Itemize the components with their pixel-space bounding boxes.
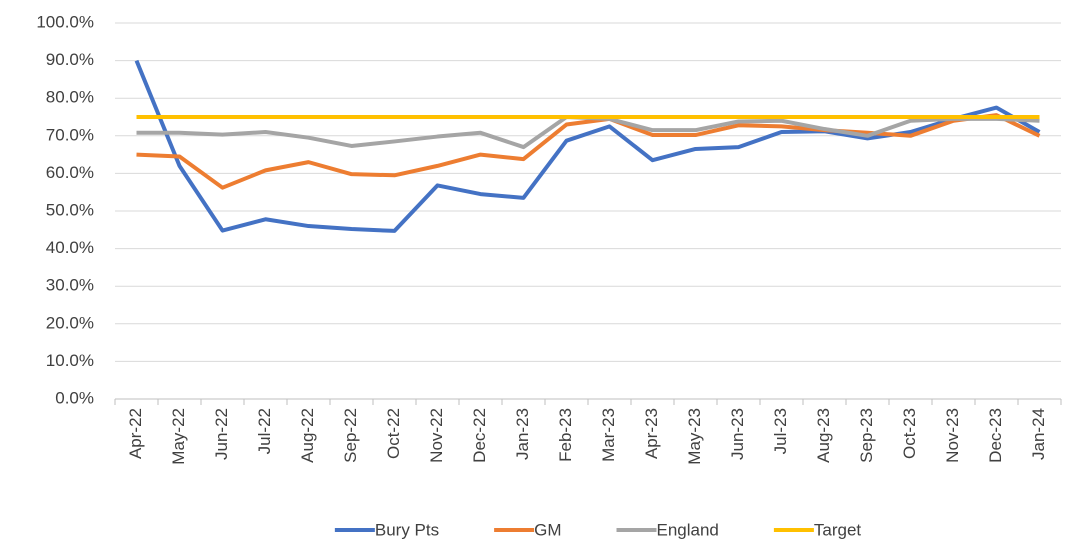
x-tick-label: Oct-22 — [384, 408, 403, 459]
x-tick-label: Jan-24 — [1029, 408, 1048, 460]
legend-label: GM — [534, 520, 561, 539]
series-line — [136, 113, 1041, 190]
x-tick-label: Mar-23 — [599, 408, 618, 462]
series-line — [134, 59, 1041, 233]
y-tick-label: 50.0% — [46, 200, 94, 219]
y-tick-label: 40.0% — [46, 238, 94, 257]
x-tick-label: Jul-22 — [255, 408, 274, 454]
x-tick-label: Sep-23 — [857, 408, 876, 463]
x-tick-label: Apr-22 — [126, 408, 145, 459]
y-tick-label: 100.0% — [36, 12, 94, 31]
x-tick-label: Jul-23 — [771, 408, 790, 454]
y-tick-label: 90.0% — [46, 50, 94, 69]
x-tick-label: Jan-23 — [513, 408, 532, 460]
y-tick-label: 30.0% — [46, 276, 94, 295]
y-tick-label: 20.0% — [46, 313, 94, 332]
y-tick-label: 60.0% — [46, 163, 94, 182]
x-tick-label: Oct-23 — [900, 408, 919, 459]
x-tick-label: Nov-22 — [427, 408, 446, 463]
legend-label: England — [657, 520, 719, 539]
x-tick-label: Apr-23 — [642, 408, 661, 459]
x-tick-label: Feb-23 — [556, 408, 575, 462]
x-tick-label: Aug-22 — [298, 408, 317, 463]
x-tick-label: Dec-22 — [470, 408, 489, 463]
y-tick-label: 70.0% — [46, 125, 94, 144]
y-tick-label: 10.0% — [46, 351, 94, 370]
x-tick-label: Dec-23 — [986, 408, 1005, 463]
legend-label: Bury Pts — [375, 520, 439, 539]
x-tick-label: Jun-22 — [212, 408, 231, 460]
x-tick-label: May-23 — [685, 408, 704, 465]
y-tick-label: 80.0% — [46, 88, 94, 107]
x-tick-label: Sep-22 — [341, 408, 360, 463]
legend-label: Target — [814, 520, 862, 539]
x-tick-label: Aug-23 — [814, 408, 833, 463]
x-tick-label: May-22 — [169, 408, 188, 465]
y-tick-label: 0.0% — [55, 388, 94, 407]
x-tick-label: Nov-23 — [943, 408, 962, 463]
x-tick-label: Jun-23 — [728, 408, 747, 460]
